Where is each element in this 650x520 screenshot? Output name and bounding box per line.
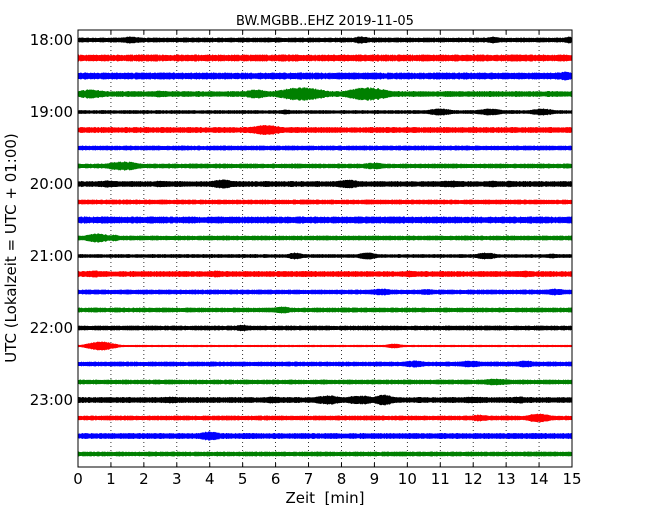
trace-2215 bbox=[77, 341, 573, 351]
trace-2015 bbox=[77, 199, 573, 205]
trace-2230 bbox=[77, 360, 573, 368]
x-tick-label: 13 bbox=[497, 470, 516, 488]
x-tick-label: 5 bbox=[238, 470, 248, 488]
chart-title: BW.MGBB..EHZ 2019-11-05 bbox=[236, 14, 414, 29]
x-tick-label: 4 bbox=[205, 470, 215, 488]
trace-2045 bbox=[77, 233, 573, 243]
trace-1830 bbox=[77, 71, 573, 81]
trace-2300 bbox=[77, 394, 573, 406]
trace-2315 bbox=[77, 413, 573, 423]
trace-1800 bbox=[77, 36, 573, 44]
x-tick-label: 0 bbox=[73, 470, 83, 488]
x-tick-label: 9 bbox=[370, 470, 380, 488]
seismic-traces bbox=[77, 36, 573, 457]
x-tick-label: 12 bbox=[464, 470, 483, 488]
y-tick-label: 23:00 bbox=[30, 391, 73, 409]
trace-1900 bbox=[77, 108, 573, 116]
trace-2245 bbox=[77, 378, 573, 386]
x-tick-label: 8 bbox=[337, 470, 347, 488]
vertical-gridlines bbox=[110, 30, 540, 467]
trace-1930 bbox=[77, 145, 573, 151]
x-tick-label: 1 bbox=[106, 470, 116, 488]
y-axis-label: UTC (Lokalzeit = UTC + 01:00) bbox=[2, 133, 20, 363]
trace-1815 bbox=[77, 53, 573, 63]
y-tick-label: 21:00 bbox=[30, 247, 73, 265]
trace-1845 bbox=[77, 86, 573, 102]
trace-1915 bbox=[77, 124, 573, 136]
trace-2100 bbox=[77, 252, 573, 260]
y-tick-label: 22:00 bbox=[30, 319, 73, 337]
trace-2200 bbox=[77, 324, 573, 332]
x-tick-label: 10 bbox=[398, 470, 417, 488]
trace-2000 bbox=[77, 179, 573, 189]
y-axis-ticks: 18:00 19:00 20:00 21:00 22:00 23:00 bbox=[30, 31, 572, 409]
trace-2130 bbox=[77, 288, 573, 296]
y-tick-label: 19:00 bbox=[30, 103, 73, 121]
trace-2145 bbox=[77, 306, 573, 314]
x-tick-label: 2 bbox=[139, 470, 149, 488]
trace-2345 bbox=[77, 451, 573, 457]
y-tick-label: 18:00 bbox=[30, 31, 73, 49]
x-tick-label: 14 bbox=[530, 470, 549, 488]
trace-2115 bbox=[77, 270, 573, 278]
x-tick-label: 7 bbox=[304, 470, 314, 488]
x-tick-label: 11 bbox=[431, 470, 450, 488]
y-tick-label: 20:00 bbox=[30, 175, 73, 193]
x-tick-label: 3 bbox=[172, 470, 182, 488]
x-tick-label: 15 bbox=[562, 470, 581, 488]
plot-frame bbox=[77, 29, 573, 468]
trace-1945 bbox=[77, 161, 573, 171]
trace-2330 bbox=[77, 431, 573, 441]
trace-2030 bbox=[77, 216, 573, 224]
x-axis-label: Zeit [min] bbox=[285, 489, 364, 507]
x-tick-label: 6 bbox=[271, 470, 281, 488]
x-axis-ticks: 0 1 2 3 4 5 6 7 8 9 10 11 12 13 14 15 bbox=[73, 30, 582, 488]
